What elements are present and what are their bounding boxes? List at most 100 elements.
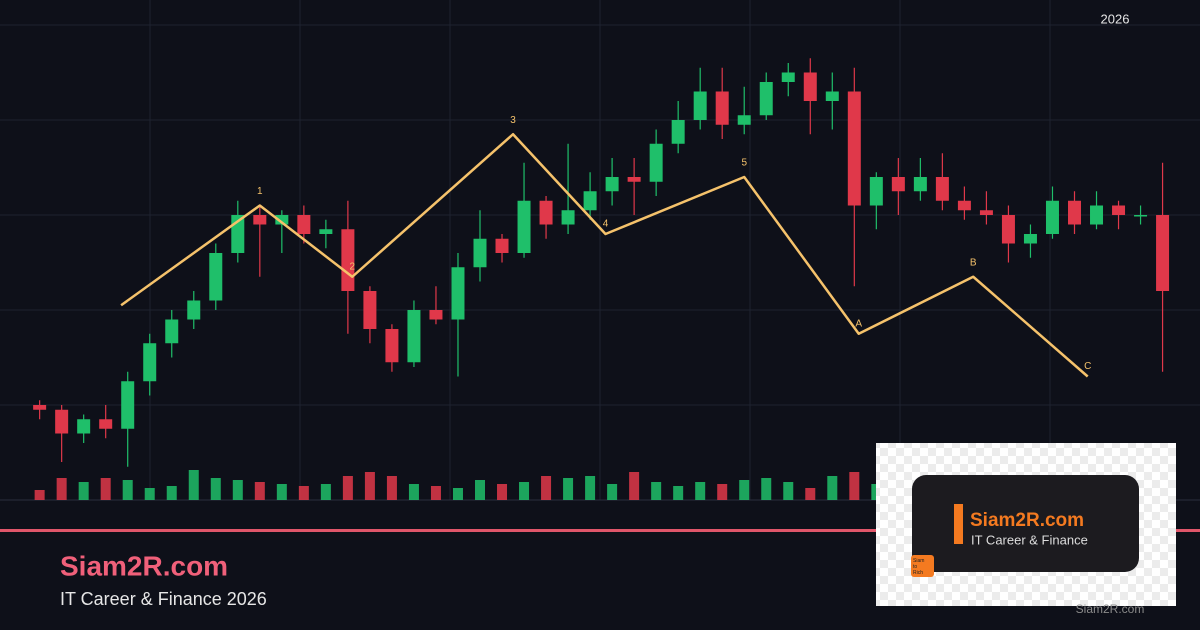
footer-title: Siam2R.com [60,550,228,581]
logo-icon [911,555,934,577]
candle-body [869,177,883,206]
candle-body [1156,215,1170,291]
candle-body [561,210,575,225]
candle-body [341,229,355,291]
logo-panel [912,475,1139,572]
volume-bar [166,486,177,500]
candle-body [957,200,971,211]
candle-body [429,310,443,320]
volume-bar [651,482,662,500]
candle-body [693,91,707,120]
candle-body [473,238,487,268]
candle-body [913,177,927,192]
candle-body [671,120,685,144]
volume-bar [34,490,45,500]
candle-body [253,215,267,225]
volume-bar [56,478,67,500]
candle-body [187,300,201,320]
wave-label: B [970,257,977,268]
wave-label: 2 [350,261,356,272]
candle-body [759,82,773,116]
candle-body [33,405,47,410]
volume-bar [673,486,684,500]
logo-bar [954,504,963,544]
volume-bar [452,488,463,500]
volume-bar [783,482,794,500]
volume-bar [254,482,265,500]
wave-label: A [855,318,862,329]
candle-body [275,215,289,225]
volume-bar [585,476,596,500]
volume-bar [320,484,331,500]
candle-body [1112,205,1126,215]
logo-title: Siam2R.com [970,510,1084,531]
candle-body [495,238,509,253]
candle-body [121,381,135,429]
candle-body [737,115,751,125]
candle-body [209,253,223,301]
volume-bar [78,482,89,500]
candle-body [407,310,421,363]
candle-body [781,72,795,82]
volume-bar [695,482,706,500]
wave-label: 4 [603,219,609,230]
volume-bar [761,478,772,500]
candle-body [605,177,619,192]
volume-bar [541,476,552,500]
candle-body [715,91,729,125]
volume-bar [144,488,155,500]
volume-bar [563,478,574,500]
watermark: Siam2R.com [1076,602,1145,616]
candle-body [825,91,839,101]
footer-subtitle: IT Career & Finance 2026 [60,589,267,609]
volume-bar [607,484,618,500]
candle-body [627,177,641,182]
candle-body [1023,234,1037,244]
candle-body [77,419,91,434]
plot: 1 2 3 4 5 A B C [33,58,1170,500]
logo-subtitle: IT Career & Finance [971,532,1088,547]
candle-body [1090,205,1104,225]
volume-bar [629,472,640,500]
candle-body [1067,200,1081,225]
volume-bar [100,478,111,500]
volume-bar [386,476,397,500]
candle-body [935,177,949,201]
candle-body [143,343,157,382]
volume-bar [364,472,375,500]
candle-body [649,143,663,182]
candle-body [385,329,399,363]
candle-body [1045,200,1059,234]
candle-body [1134,215,1148,217]
volume-bar [342,476,353,500]
volume-bar [188,470,199,500]
wave-label: C [1084,361,1091,372]
volume-bar [298,486,309,500]
logo-icon-box: Siam to Rich [913,558,924,576]
volume-bar [739,480,750,500]
volume-bar [497,484,508,500]
candle-body [1001,215,1015,244]
candle-body [451,267,465,320]
candle-body [165,319,179,344]
candle-body [891,177,905,192]
wave-line [120,133,1089,378]
logo-card: Siam2R.com IT Career & Finance Siam to R… [876,443,1176,616]
candle-body [517,200,531,253]
year-label: 2026 [1101,11,1130,26]
wave-label: 3 [510,115,516,126]
volume-bar [210,478,221,500]
volume-bar [276,484,287,500]
volume-bar [849,472,860,500]
candle-body [363,291,377,329]
volume-bar [717,484,728,500]
divider [0,529,1200,532]
candle-body [55,409,69,434]
volume-bar [519,482,530,500]
wave-label: 5 [741,158,747,169]
candle-body [583,191,597,211]
candle-body [297,215,311,234]
candle-body [979,210,993,215]
